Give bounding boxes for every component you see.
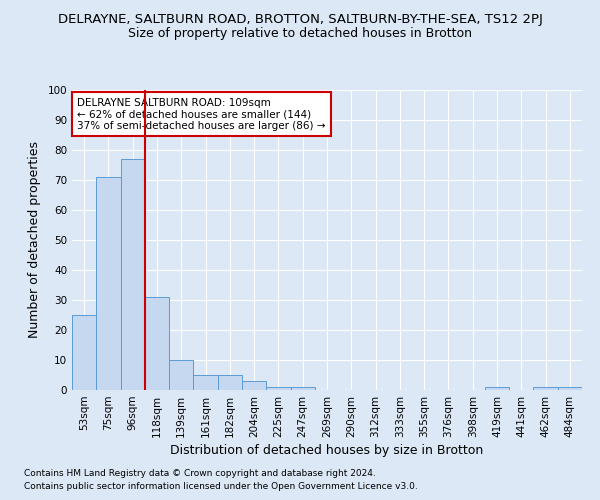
Bar (96, 177, 121, 390)
Bar (72, 315, 96, 390)
Text: DELRAYNE, SALTBURN ROAD, BROTTON, SALTBURN-BY-THE-SEA, TS12 2PJ: DELRAYNE, SALTBURN ROAD, BROTTON, SALTBU… (58, 12, 542, 26)
Bar (218, 375, 242, 390)
Text: DELRAYNE SALTBURN ROAD: 109sqm
← 62% of detached houses are smaller (144)
37% of: DELRAYNE SALTBURN ROAD: 109sqm ← 62% of … (77, 98, 326, 130)
Text: Size of property relative to detached houses in Brotton: Size of property relative to detached ho… (128, 28, 472, 40)
Text: Contains HM Land Registry data © Crown copyright and database right 2024.: Contains HM Land Registry data © Crown c… (24, 468, 376, 477)
Bar (242, 381, 266, 390)
Bar (290, 387, 315, 390)
Text: Contains public sector information licensed under the Open Government Licence v3: Contains public sector information licen… (24, 482, 418, 491)
Bar (169, 360, 193, 390)
Bar (121, 159, 145, 390)
Bar (533, 387, 558, 390)
Bar (485, 387, 509, 390)
Bar (266, 387, 290, 390)
X-axis label: Distribution of detached houses by size in Brotton: Distribution of detached houses by size … (170, 444, 484, 457)
Y-axis label: Number of detached properties: Number of detached properties (28, 142, 41, 338)
Bar (145, 297, 169, 390)
Bar (558, 387, 582, 390)
Bar (193, 375, 218, 390)
